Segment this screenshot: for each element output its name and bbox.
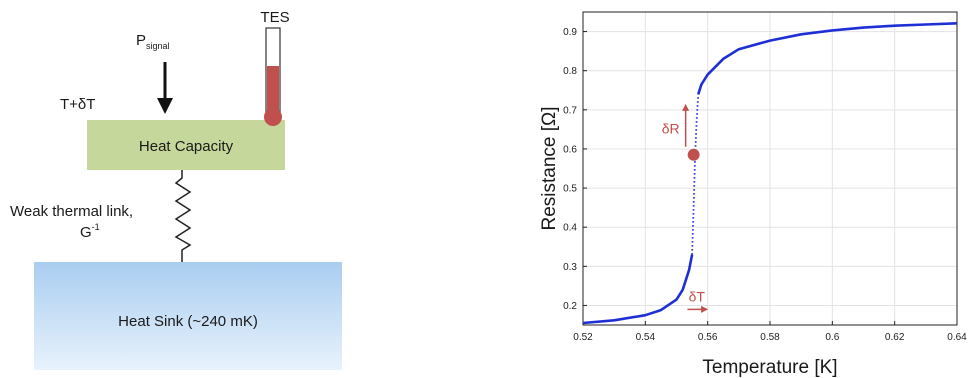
tes-diagram: Heat Sink (~240 mK) Weak thermal link, G… bbox=[10, 9, 342, 370]
heat-capacity-label: Heat Capacity bbox=[139, 138, 234, 155]
heat-sink-label: Heat Sink (~240 mK) bbox=[118, 313, 258, 330]
y-axis-title: Resistance [Ω] bbox=[539, 106, 560, 230]
thermal-link-label: Weak thermal link, bbox=[10, 203, 133, 220]
x-tick-label: 0.64 bbox=[947, 332, 967, 343]
y-tick-label: 0.9 bbox=[563, 27, 577, 38]
x-tick-label: 0.56 bbox=[698, 332, 718, 343]
x-tick-label: 0.52 bbox=[573, 332, 593, 343]
tes-label: TES bbox=[260, 9, 289, 26]
y-tick-label: 0.7 bbox=[563, 105, 577, 116]
y-tick-label: 0.2 bbox=[563, 301, 577, 312]
x-axis-title: Temperature [K] bbox=[702, 357, 837, 378]
thermometer-icon bbox=[264, 27, 282, 126]
operating-point-marker bbox=[687, 148, 700, 161]
resistance-curve-lower bbox=[582, 254, 694, 325]
y-tick-label: 0.8 bbox=[563, 66, 577, 77]
y-tick-label: 0.6 bbox=[563, 144, 577, 155]
rt-chart: 0.52 0.54 0.56 0.58 0.6 0.62 0.64 0.2 0.3 0.4 0.5… bbox=[539, 11, 967, 378]
x-tick-label: 0.6 bbox=[825, 332, 839, 343]
heat-sink-block bbox=[34, 262, 342, 370]
y-tick-label: 0.3 bbox=[563, 262, 577, 273]
x-tick-label: 0.62 bbox=[885, 332, 905, 343]
thermal-link-resistor bbox=[174, 170, 192, 262]
signal-arrow-icon bbox=[157, 62, 173, 114]
x-tick-label: 0.54 bbox=[636, 332, 656, 343]
thermal-conductance-label: G-1 bbox=[80, 222, 100, 241]
y-tick-label: 0.4 bbox=[563, 223, 577, 234]
signal-power-label: Psignal bbox=[136, 32, 170, 51]
resistance-curve-upper bbox=[697, 22, 958, 95]
x-tick-label: 0.58 bbox=[760, 332, 780, 343]
temperature-label: T+δT bbox=[60, 96, 95, 113]
chart-grid bbox=[582, 12, 958, 325]
x-axis-ticks: 0.52 0.54 0.56 0.58 0.6 0.62 0.64 bbox=[573, 321, 967, 343]
y-axis-ticks: 0.2 0.3 0.4 0.5 0.6 0.7 0.8 0.9 bbox=[563, 27, 587, 312]
delta-t-label: δT bbox=[689, 288, 706, 304]
y-tick-label: 0.5 bbox=[563, 184, 577, 195]
resistance-curve-transition bbox=[691, 94, 700, 255]
heat-capacity-block bbox=[87, 120, 285, 170]
delta-r-label: δR bbox=[662, 120, 680, 136]
